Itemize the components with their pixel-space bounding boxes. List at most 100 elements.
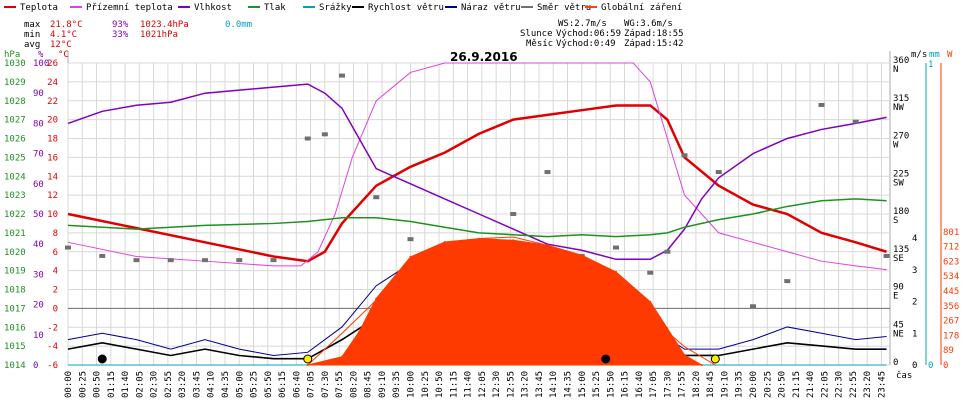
point-winddir-1 xyxy=(99,253,106,258)
tick-dirname-6: E xyxy=(893,292,898,302)
x-tick-label-19: 07:55 xyxy=(335,371,345,398)
tick-rain-0: 1 xyxy=(928,60,933,70)
point-winddir-19 xyxy=(664,249,671,254)
tick-temp-9: 8 xyxy=(53,229,58,239)
tick-wind-4: 0 xyxy=(912,361,917,371)
stat-press-0: 1023.4hPa xyxy=(140,20,189,30)
x-tick-label-44: 18:20 xyxy=(692,371,702,398)
tick-dir-4: 180 xyxy=(893,207,909,217)
tick-hum-0: 100 xyxy=(33,59,49,69)
tick-rad-5: 356 xyxy=(943,302,959,312)
x-tick-label-23: 09:35 xyxy=(392,371,402,398)
stat-hum-1: 33% xyxy=(112,30,129,40)
tick-press-7: 1023 xyxy=(4,191,26,201)
point-winddir-11 xyxy=(407,237,414,242)
info-sun-rise: Východ:06:59 xyxy=(556,29,621,39)
point-winddir-8 xyxy=(321,132,328,137)
x-tick-label-47: 19:35 xyxy=(735,371,745,398)
x-axis-label: čas xyxy=(896,370,912,381)
tick-temp-5: 16 xyxy=(47,153,58,163)
tick-dir-1: 315 xyxy=(893,94,909,104)
stat-temp-0: 21.8°C xyxy=(50,20,83,30)
tick-dir-5: 135 xyxy=(893,245,909,255)
chart-title: 26.9.2016 xyxy=(450,50,518,64)
series-line-1 xyxy=(67,62,887,271)
tick-press-5: 1025 xyxy=(4,153,26,163)
tick-hum-3: 70 xyxy=(33,150,44,160)
point-winddir-10 xyxy=(373,195,380,200)
x-tick-label-9: 03:45 xyxy=(192,371,202,398)
tick-wind-0: 4 xyxy=(912,234,917,244)
legend-label-3: Tlak xyxy=(264,3,286,13)
x-tick-label-32: 13:20 xyxy=(521,371,531,398)
tick-press-0: 1030 xyxy=(4,59,26,69)
legend-label-0: Teplota xyxy=(20,3,58,13)
tick-press-6: 1024 xyxy=(4,172,26,182)
x-tick-label-27: 11:15 xyxy=(449,371,459,398)
x-tick-label-48: 20:00 xyxy=(749,371,759,398)
tick-rain-1: 0 xyxy=(928,361,933,371)
tick-hum-8: 20 xyxy=(33,301,44,311)
moon-set-marker xyxy=(601,354,611,364)
x-tick-label-24: 10:00 xyxy=(407,371,417,398)
point-winddir-20 xyxy=(681,153,688,158)
tick-dirname-7: NE xyxy=(893,329,904,339)
point-winddir-24 xyxy=(818,102,825,107)
x-tick-label-21: 08:45 xyxy=(364,371,374,398)
legend-label-7: Směr větru xyxy=(537,3,591,13)
point-radiation-9 xyxy=(580,254,583,257)
stat-hum-0: 93% xyxy=(112,20,129,30)
point-winddir-6 xyxy=(270,258,277,263)
tick-press-3: 1027 xyxy=(4,116,26,126)
x-tick-label-17: 07:05 xyxy=(307,371,317,398)
x-tick-label-46: 19:10 xyxy=(720,371,730,398)
tick-press-1: 1029 xyxy=(4,78,26,88)
tick-dirname-1: NW xyxy=(893,103,904,113)
tick-temp-8: 10 xyxy=(47,210,58,220)
x-tick-label-30: 12:30 xyxy=(492,371,502,398)
x-tick-label-28: 11:40 xyxy=(464,371,474,398)
x-tick-label-1: 00:25 xyxy=(78,371,88,398)
x-tick-label-45: 18:45 xyxy=(706,371,716,398)
info-wg: WG:3.6m/s xyxy=(624,19,673,29)
x-tick-label-12: 05:00 xyxy=(235,371,245,398)
x-tick-label-33: 13:45 xyxy=(535,371,545,398)
series-line-2 xyxy=(67,83,887,261)
tick-hum-10: 0 xyxy=(33,361,38,371)
tick-hum-1: 90 xyxy=(33,89,44,99)
point-winddir-26 xyxy=(883,253,890,258)
point-radiation-4 xyxy=(409,255,412,258)
axis-temp-label: °C xyxy=(58,50,69,60)
tick-press-9: 1021 xyxy=(4,229,26,239)
tick-temp-2: 22 xyxy=(47,97,58,107)
x-tick-label-6: 02:30 xyxy=(150,371,160,398)
x-tick-label-37: 15:25 xyxy=(592,371,602,398)
tick-press-16: 1014 xyxy=(4,361,26,371)
tick-temp-14: -2 xyxy=(47,323,58,333)
tick-rad-8: 89 xyxy=(943,346,954,356)
tick-temp-7: 12 xyxy=(47,191,58,201)
legend-label-4: Srážky xyxy=(319,3,352,13)
tick-dirname-5: SE xyxy=(893,254,904,264)
x-tick-label-36: 15:00 xyxy=(578,371,588,398)
x-tick-label-42: 17:30 xyxy=(663,371,673,398)
x-tick-label-29: 12:05 xyxy=(478,371,488,398)
sun-set-marker xyxy=(710,354,720,364)
point-radiation-7 xyxy=(512,239,515,242)
x-tick-label-31: 12:55 xyxy=(506,371,516,398)
tick-rad-4: 445 xyxy=(943,287,959,297)
axis-press-label: hPa xyxy=(4,50,20,60)
x-tick-label-40: 16:40 xyxy=(635,371,645,398)
tick-rad-6: 267 xyxy=(943,317,959,327)
x-tick-label-53: 22:05 xyxy=(820,371,830,398)
info-moon-set: Západ:15:42 xyxy=(624,39,684,49)
tick-rad-3: 534 xyxy=(943,272,959,282)
x-tick-label-15: 06:15 xyxy=(278,371,288,398)
tick-hum-5: 50 xyxy=(33,210,44,220)
axis-rad-label: W xyxy=(947,50,953,60)
stat-temp-2: 12°C xyxy=(50,40,72,50)
x-tick-label-18: 07:30 xyxy=(321,371,331,398)
x-tick-label-50: 20:50 xyxy=(778,371,788,398)
x-tick-label-38: 15:50 xyxy=(606,371,616,398)
